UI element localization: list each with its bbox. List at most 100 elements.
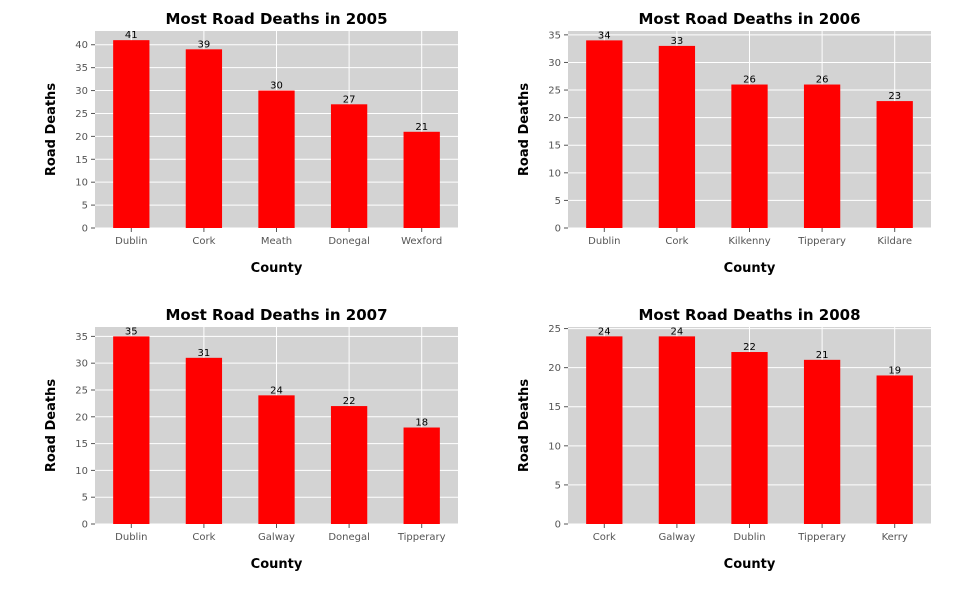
chart-panel: 0 5 10 15 20 25 30 35 40 41 Dublin 39 Cork 30 Meath 27 D… [44, 10, 458, 276]
bar [803, 359, 841, 524]
y-tick-label: 5 [82, 493, 88, 504]
bar [803, 84, 841, 228]
data-label: 26 [743, 75, 756, 86]
chart-title: Most Road Deaths in 2006 [638, 10, 860, 28]
y-tick-label: 10 [548, 168, 561, 179]
bar [731, 84, 768, 228]
bar [258, 395, 295, 524]
x-axis-label: County [724, 557, 776, 572]
x-tick-label: Tipperary [797, 532, 846, 543]
data-label: 18 [415, 418, 428, 429]
bar [113, 336, 150, 524]
y-tick-label: 5 [555, 196, 561, 207]
data-label: 19 [888, 365, 901, 376]
x-axis-label: County [724, 261, 776, 276]
y-tick-label: 40 [75, 40, 88, 51]
x-tick-label: Kilkenny [728, 236, 770, 247]
y-tick-label: 5 [555, 480, 561, 491]
chart-panel: 0 5 10 15 20 25 24 Cork 24 Galway 22 Dublin 21 Tipper… [517, 306, 931, 572]
data-label: 24 [598, 326, 611, 337]
x-tick-label: Cork [192, 532, 215, 543]
bar [658, 336, 696, 524]
y-axis-label: Road Deaths [517, 379, 532, 472]
x-tick-label: Dublin [115, 236, 147, 247]
y-tick-label: 25 [548, 324, 561, 335]
data-label: 35 [125, 326, 138, 337]
y-tick-label: 30 [548, 58, 561, 69]
chart-panel: 0 5 10 15 20 25 30 35 35 Dublin 31 Cork 24 Galway 22 Do… [44, 306, 458, 572]
chart-title: Most Road Deaths in 2005 [165, 10, 387, 28]
x-tick-label: Galway [658, 532, 695, 543]
y-axis-label: Road Deaths [44, 83, 59, 176]
data-label: 34 [598, 30, 611, 41]
bar [876, 375, 913, 524]
x-tick-label: Meath [261, 236, 292, 247]
data-label: 22 [743, 342, 756, 353]
y-tick-label: 15 [548, 141, 561, 152]
y-tick-label: 20 [548, 363, 561, 374]
data-label: 41 [125, 30, 138, 41]
y-tick-label: 10 [75, 466, 88, 477]
data-label: 23 [888, 91, 901, 102]
bar [731, 352, 768, 524]
y-tick-label: 0 [555, 224, 561, 235]
data-label: 22 [343, 396, 356, 407]
data-label: 24 [671, 326, 684, 337]
bar [113, 40, 150, 228]
x-axis-label: County [251, 261, 303, 276]
y-tick-label: 25 [75, 109, 88, 120]
chart-title: Most Road Deaths in 2007 [165, 306, 387, 324]
data-label: 30 [270, 81, 283, 92]
y-tick-label: 0 [82, 520, 88, 531]
x-tick-label: Cork [665, 236, 688, 247]
data-label: 21 [415, 122, 428, 133]
x-tick-label: Dublin [588, 236, 620, 247]
data-label: 31 [198, 348, 211, 359]
bar [258, 90, 295, 228]
bar [586, 40, 623, 228]
x-tick-label: Cork [593, 532, 616, 543]
data-label: 27 [343, 94, 356, 105]
y-tick-label: 15 [75, 155, 88, 166]
x-tick-label: Donegal [328, 236, 370, 247]
data-label: 21 [816, 350, 829, 361]
x-tick-label: Galway [258, 532, 295, 543]
data-label: 24 [270, 385, 283, 396]
x-tick-label: Dublin [115, 532, 147, 543]
x-tick-label: Donegal [328, 532, 370, 543]
y-tick-label: 25 [548, 86, 561, 97]
y-tick-label: 30 [75, 86, 88, 97]
bar [876, 101, 913, 228]
y-tick-label: 35 [75, 332, 88, 343]
bar [185, 357, 223, 524]
y-axis-label: Road Deaths [44, 379, 59, 472]
x-tick-label: Tipperary [397, 532, 446, 543]
data-label: 39 [198, 39, 211, 50]
bar [403, 131, 440, 228]
y-tick-label: 0 [555, 520, 561, 531]
x-tick-label: Dublin [733, 532, 765, 543]
x-tick-label: Cork [192, 236, 215, 247]
y-tick-label: 15 [75, 439, 88, 450]
y-tick-label: 35 [548, 30, 561, 41]
y-tick-label: 25 [75, 385, 88, 396]
y-tick-label: 5 [82, 201, 88, 212]
chart-title: Most Road Deaths in 2008 [638, 306, 860, 324]
y-tick-label: 0 [82, 224, 88, 235]
y-tick-label: 20 [75, 412, 88, 423]
y-tick-label: 15 [548, 402, 561, 413]
x-tick-label: Kildare [877, 236, 912, 247]
data-label: 33 [671, 36, 684, 47]
y-axis-label: Road Deaths [517, 83, 532, 176]
bar [403, 427, 440, 524]
y-tick-label: 30 [75, 359, 88, 370]
chart-panel: 0 5 10 15 20 25 30 35 34 Dublin 33 Cork 26 Kilkenny 26… [517, 10, 931, 276]
y-tick-label: 10 [548, 441, 561, 452]
bar [330, 104, 368, 228]
y-tick-label: 35 [75, 63, 88, 74]
y-tick-label: 20 [548, 113, 561, 124]
y-tick-label: 10 [75, 178, 88, 189]
bar [586, 336, 623, 524]
x-tick-label: Tipperary [797, 236, 846, 247]
